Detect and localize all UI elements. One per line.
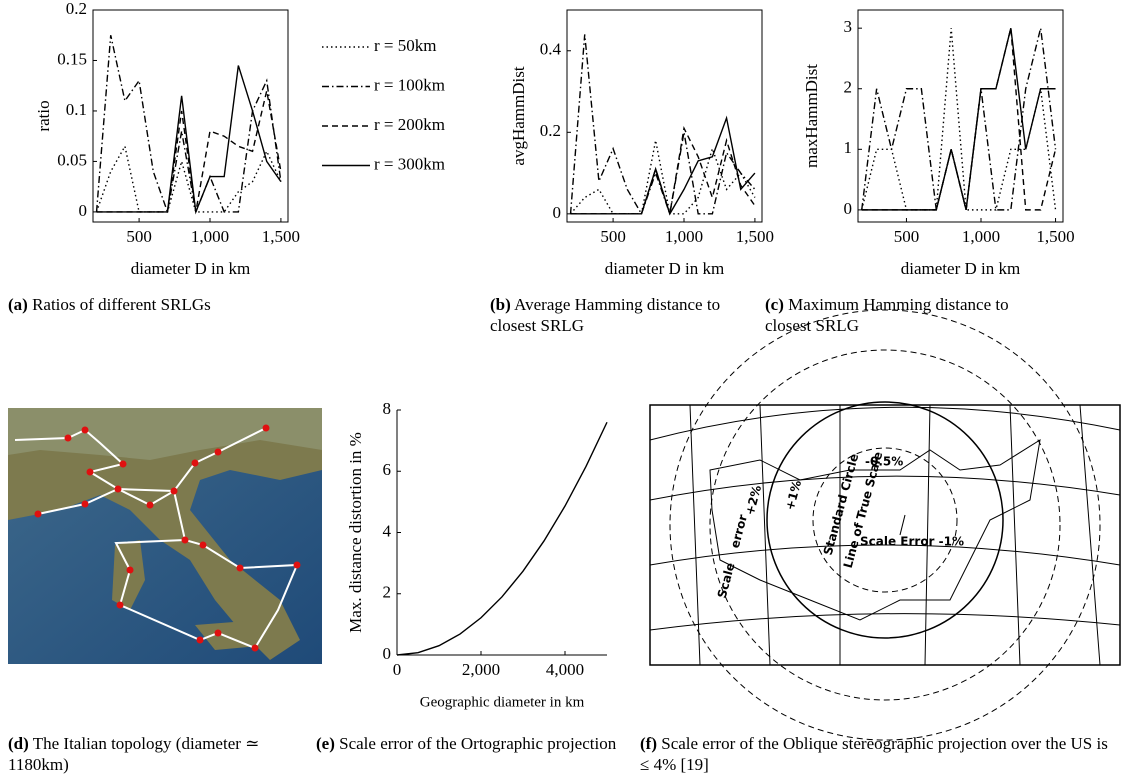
series-line <box>571 118 755 214</box>
x-tick-label: 0 <box>393 660 402 679</box>
caption: (e) Scale error of the Ortographic proje… <box>316 733 626 754</box>
plot-frame <box>567 10 762 222</box>
y-axis-label: Max. distance distortion in % <box>346 432 365 633</box>
x-axis-label: diameter D in km <box>901 259 1020 278</box>
series-line <box>862 28 1056 210</box>
y-tick-label: 0.05 <box>57 150 87 169</box>
y-tick-label: 0 <box>79 201 88 220</box>
y-tick-label: 0.1 <box>66 100 87 119</box>
caption-text: Average Hamming distance to closest SRLG <box>490 295 720 335</box>
y-tick-label: 0.4 <box>540 40 562 59</box>
plot-frame <box>93 10 288 222</box>
y-tick-label: 0 <box>553 203 562 222</box>
legend-label: r = 50km <box>374 36 436 55</box>
caption-text: Maximum Hamming distance to closest SRLG <box>765 295 1009 335</box>
series-line <box>97 66 281 212</box>
series-line <box>862 28 1056 210</box>
x-tick-label: 1,500 <box>262 227 300 246</box>
y-tick-label: 6 <box>383 460 392 479</box>
legend-label: r = 200km <box>374 115 445 134</box>
y-tick-label: 0 <box>844 199 853 218</box>
x-tick-label: 4,000 <box>546 660 584 679</box>
italy-map <box>8 408 322 664</box>
y-tick-label: 4 <box>383 521 392 540</box>
caption-text: The Italian topology (diameter ≃ 1180km) <box>8 734 259 774</box>
y-tick-label: 0.2 <box>66 0 87 18</box>
y-axis-label: maxHammDist <box>802 64 821 168</box>
x-tick-label: 1,500 <box>736 227 774 246</box>
caption: (d) The Italian topology (diameter ≃ 118… <box>8 733 308 775</box>
figure: -0.5% +2% +1% Scale error Standard Circl… <box>0 0 1123 781</box>
x-axis-label: diameter D in km <box>131 259 250 278</box>
scale-diagram: -0.5% +2% +1% Scale error Standard Circl… <box>650 310 1120 740</box>
figure-canvas: -0.5% +2% +1% Scale error Standard Circl… <box>0 0 1123 781</box>
x-tick-label: 2,000 <box>462 660 500 679</box>
y-tick-label: 0 <box>383 644 392 663</box>
series-line <box>862 28 1056 210</box>
caption-label: (e) <box>316 734 335 753</box>
y-tick-label: 2 <box>844 78 853 97</box>
y-tick-label: 8 <box>383 399 392 418</box>
series-line <box>862 28 1056 210</box>
y-axis-label: avgHammDist <box>509 66 528 165</box>
caption-label: (b) <box>490 295 511 314</box>
x-tick-label: 500 <box>894 227 920 246</box>
caption-label: (c) <box>765 295 784 314</box>
series-line <box>571 128 755 214</box>
series-line <box>97 35 281 212</box>
x-tick-label: 1,000 <box>962 227 1000 246</box>
caption: (a) Ratios of different SRLGs <box>8 294 308 315</box>
diagram-label: Scale Error -1% <box>860 535 964 549</box>
x-tick-label: 500 <box>600 227 626 246</box>
x-tick-label: 1,000 <box>665 227 703 246</box>
x-axis-label: Geographic diameter in km <box>420 694 585 710</box>
caption: (c) Maximum Hamming distance to closest … <box>765 294 1020 336</box>
caption: (f) Scale error of the Oblique stereogra… <box>640 733 1110 775</box>
y-axis-label: ratio <box>34 100 53 131</box>
y-tick-label: 0.2 <box>540 121 561 140</box>
x-axis-label: diameter D in km <box>605 259 724 278</box>
caption-text: Scale error of the Oblique stereographic… <box>640 734 1108 774</box>
x-tick-label: 1,000 <box>191 227 229 246</box>
y-tick-label: 0.15 <box>57 49 87 68</box>
x-tick-label: 1,500 <box>1036 227 1074 246</box>
legend-label: r = 300km <box>374 154 445 173</box>
series-line <box>397 422 607 655</box>
y-tick-label: 3 <box>844 17 853 36</box>
caption: (b) Average Hamming distance to closest … <box>490 294 758 336</box>
caption-label: (a) <box>8 295 28 314</box>
y-tick-label: 1 <box>844 138 853 157</box>
caption-text: Ratios of different SRLGs <box>32 295 211 314</box>
caption-label: (d) <box>8 734 29 753</box>
caption-text: Scale error of the Ortographic projectio… <box>339 734 616 753</box>
y-tick-label: 2 <box>383 583 392 602</box>
legend-label: r = 100km <box>374 75 445 94</box>
x-tick-label: 500 <box>126 227 152 246</box>
caption-label: (f) <box>640 734 657 753</box>
plot-frame <box>858 10 1063 222</box>
